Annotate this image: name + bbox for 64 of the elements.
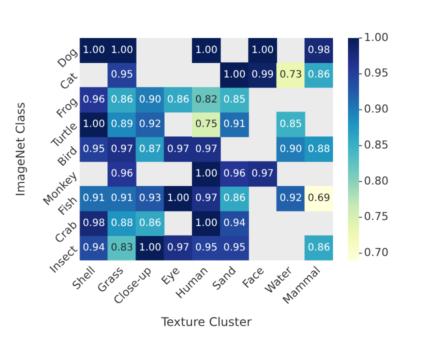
data-label: 0.86 <box>110 94 134 106</box>
data-label: 0.97 <box>110 144 134 155</box>
data-label: 1.00 <box>195 44 218 56</box>
data-label: 0.98 <box>308 44 330 56</box>
data-label: 0.86 <box>223 193 246 204</box>
data-label: 0.98 <box>82 218 105 229</box>
data-label: 0.90 <box>138 94 162 106</box>
data-label: 0.94 <box>82 242 105 254</box>
data-label: 1.00 <box>138 242 162 254</box>
data-label: 0.85 <box>280 119 302 130</box>
data-label: 0.96 <box>82 94 105 106</box>
data-label: 0.96 <box>110 168 134 180</box>
data-label: 0.95 <box>223 242 246 254</box>
y-tick-label: Dog <box>55 45 80 70</box>
data-label: 0.97 <box>195 144 218 155</box>
data-label: 0.86 <box>167 94 190 106</box>
data-label: 0.95 <box>110 70 134 81</box>
data-label: 0.83 <box>110 242 134 254</box>
data-label: 0.97 <box>195 193 218 204</box>
data-label: 0.85 <box>223 94 246 106</box>
data-label: 1.00 <box>82 44 105 56</box>
data-label: 0.99 <box>252 70 274 81</box>
data-label: 0.92 <box>280 193 302 204</box>
y-tick-label: Cat <box>57 70 80 92</box>
color-bar-label: 0.90 <box>364 102 388 116</box>
data-label: 1.00 <box>252 44 274 56</box>
data-label: 1.00 <box>223 70 246 81</box>
data-label: 0.88 <box>308 144 330 155</box>
x-axis-title: Texture Cluster <box>160 314 252 329</box>
y-axis-title: ImageNet Class <box>13 102 28 196</box>
data-label: 0.95 <box>195 242 218 254</box>
data-label: 1.00 <box>195 168 218 180</box>
data-label: 0.91 <box>110 193 134 204</box>
color-bar-label: 0.80 <box>364 174 388 188</box>
data-label: 1.00 <box>82 119 105 130</box>
data-label: 0.89 <box>110 119 134 130</box>
color-bar-label: 0.85 <box>364 138 388 152</box>
data-label: 1.00 <box>167 193 190 204</box>
data-label: 0.86 <box>138 218 162 229</box>
data-label: 0.96 <box>223 168 246 180</box>
data-label: 0.93 <box>138 193 162 204</box>
data-label: 0.86 <box>308 242 330 254</box>
color-bar-label: 0.95 <box>364 66 388 80</box>
data-label: 0.91 <box>223 119 246 130</box>
data-label: 0.88 <box>110 218 134 229</box>
data-label: 0.73 <box>280 70 302 81</box>
data-label: 0.82 <box>195 94 218 106</box>
data-label: 0.75 <box>195 119 218 130</box>
color-bar-label: 0.70 <box>364 246 388 260</box>
data-label: 0.86 <box>308 70 330 81</box>
data-label: 0.87 <box>138 144 162 155</box>
color-bar-label: 1.00 <box>364 30 388 44</box>
data-label: 0.97 <box>167 144 190 155</box>
data-label: 0.94 <box>223 218 246 229</box>
data-label: 0.95 <box>82 144 105 155</box>
data-label: 0.91 <box>82 193 105 204</box>
data-label: 0.69 <box>308 193 330 204</box>
data-label: 0.92 <box>138 119 162 130</box>
data-label: 1.00 <box>195 218 218 229</box>
data-label: 0.97 <box>167 242 190 254</box>
data-label: 0.97 <box>252 168 274 180</box>
color-bar-label: 0.75 <box>364 210 388 224</box>
data-label: 0.90 <box>280 144 302 155</box>
data-label: 1.00 <box>110 44 134 56</box>
